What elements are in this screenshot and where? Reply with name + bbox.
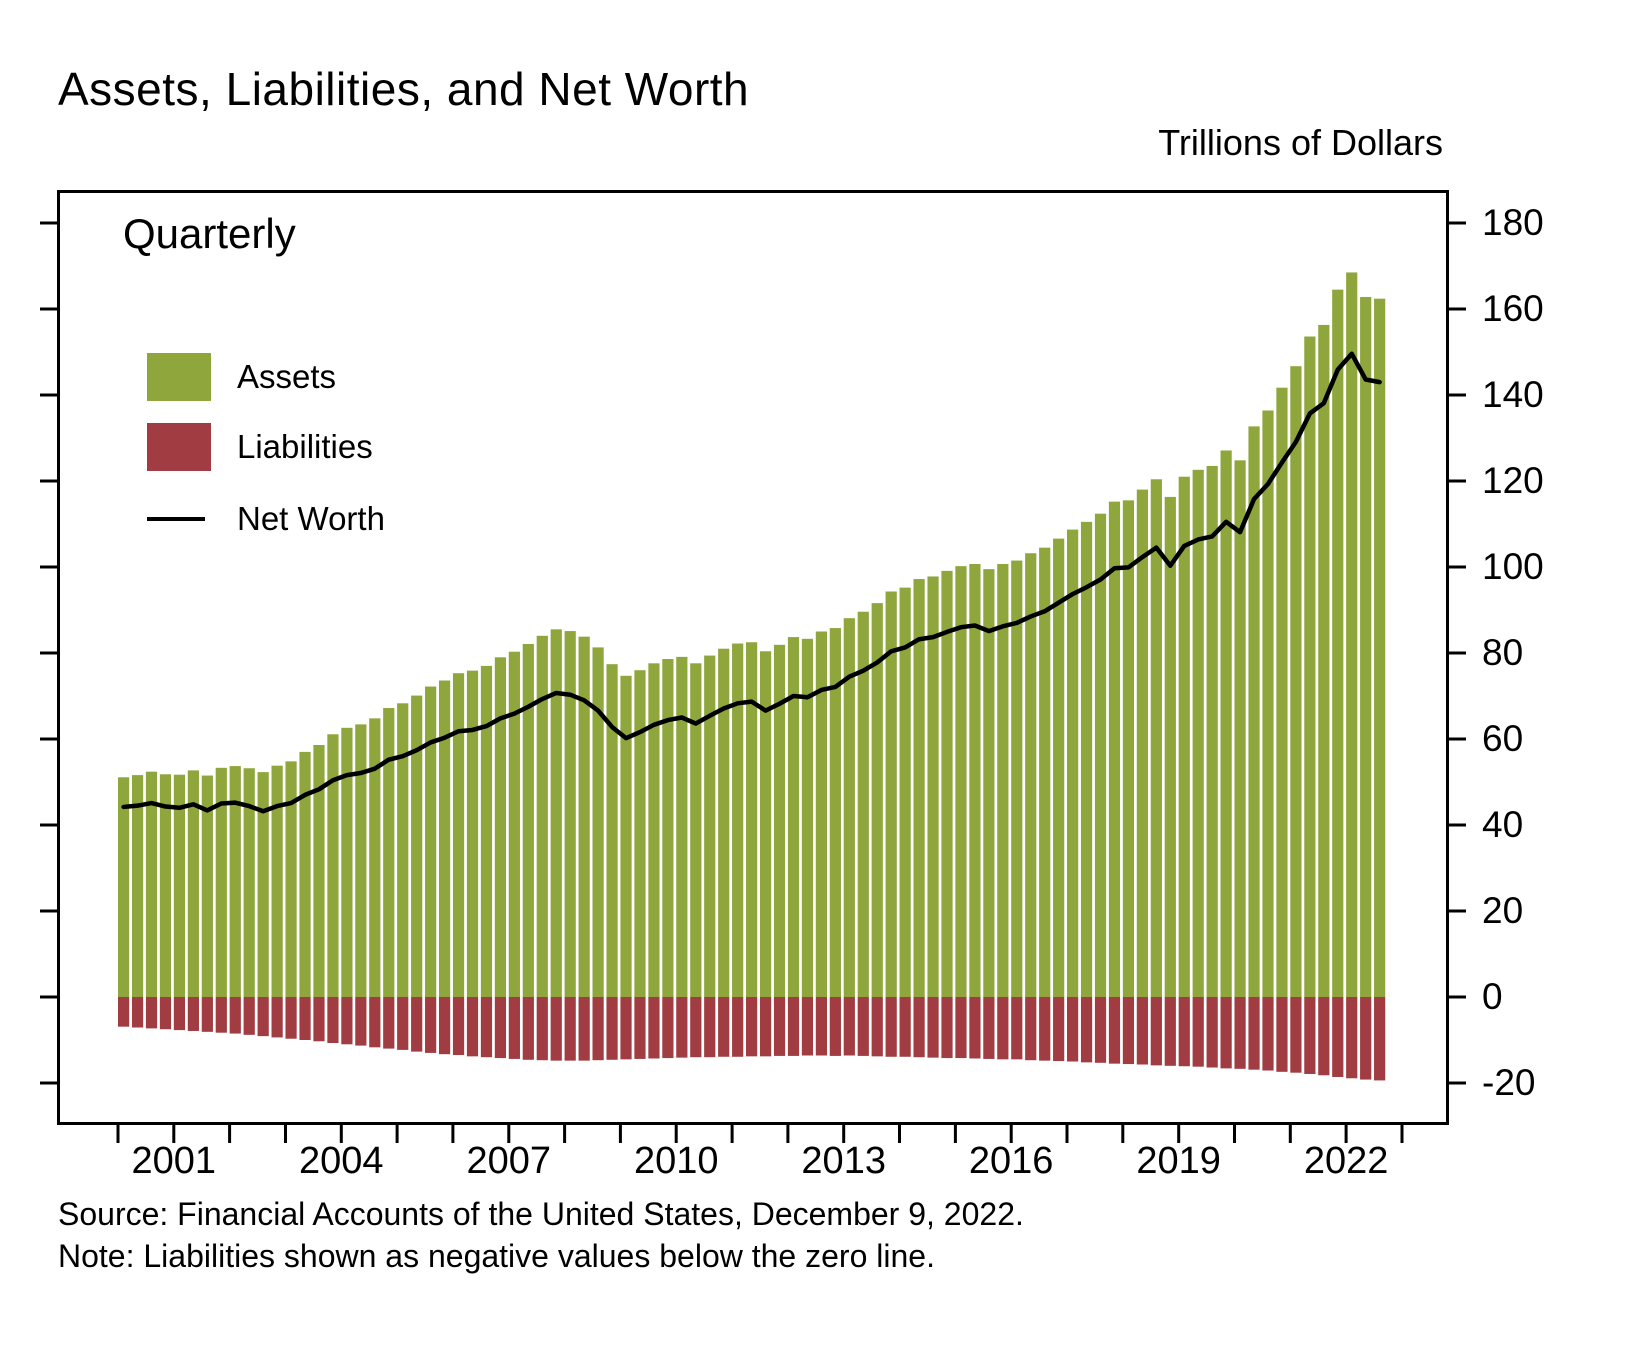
y-tick-label: 180 bbox=[1482, 202, 1544, 243]
legend: Assets Liabilities Net Worth bbox=[147, 353, 385, 565]
liabilities-note: Note: Liabilities shown as negative valu… bbox=[58, 1238, 935, 1274]
chart-frame bbox=[57, 190, 1449, 1125]
y-tick-label: -20 bbox=[1482, 1062, 1536, 1103]
x-tick-label: 2019 bbox=[1136, 1140, 1221, 1182]
x-tick-label: 2022 bbox=[1303, 1140, 1389, 1182]
assets-swatch bbox=[147, 353, 211, 401]
y-axis-labels: 180 160 140 120 100 80 60 40 20 0 -20 bbox=[1482, 190, 1592, 1125]
x-tick-label: 2010 bbox=[633, 1140, 719, 1182]
x-axis-labels: 2001 2004 2007 2010 2013 2016 2019 2022 bbox=[57, 1128, 1449, 1198]
chart-canvas bbox=[40, 190, 1466, 1143]
liabilities-swatch bbox=[147, 423, 211, 471]
page-title: Assets, Liabilities, and Net Worth bbox=[58, 63, 750, 115]
y-tick-label: 20 bbox=[1482, 890, 1524, 931]
legend-label-liabilities: Liabilities bbox=[237, 428, 373, 465]
y-tick-label: 160 bbox=[1482, 288, 1544, 329]
x-tick-label: 2013 bbox=[801, 1140, 886, 1182]
y-tick-label: 60 bbox=[1482, 718, 1524, 759]
liabilities-bars bbox=[118, 997, 1386, 1081]
legend-label-assets: Assets bbox=[237, 358, 337, 395]
y-tick-label: 0 bbox=[1482, 976, 1503, 1017]
net-worth-line bbox=[121, 351, 1382, 814]
x-tick-label: 2016 bbox=[968, 1140, 1054, 1182]
source-note: Source: Financial Accounts of the United… bbox=[58, 1196, 1024, 1232]
legend-row-liabilities: Liabilities bbox=[147, 423, 385, 471]
assets-bars bbox=[118, 272, 1386, 998]
axis-ticks bbox=[40, 221, 1466, 1143]
legend-row-assets: Assets bbox=[147, 353, 385, 401]
x-tick-label: 2007 bbox=[466, 1140, 552, 1182]
y-tick-label: 120 bbox=[1482, 460, 1544, 501]
x-tick-label: 2004 bbox=[299, 1140, 384, 1182]
legend-row-net-worth: Net Worth bbox=[147, 495, 385, 543]
frequency-label: Quarterly bbox=[123, 210, 296, 257]
plot-area: Quarterly Assets Liabilities Net Worth bbox=[40, 190, 1466, 1143]
y-tick-label: 40 bbox=[1482, 804, 1524, 845]
y-tick-label: 80 bbox=[1482, 632, 1524, 673]
net-worth-line-swatch bbox=[147, 517, 205, 521]
y-tick-label: 100 bbox=[1482, 546, 1544, 587]
y-tick-label: 140 bbox=[1482, 374, 1544, 415]
legend-label-net-worth: Net Worth bbox=[237, 500, 385, 537]
x-tick-label: 2001 bbox=[131, 1140, 217, 1182]
units-label: Trillions of Dollars bbox=[1158, 122, 1443, 163]
